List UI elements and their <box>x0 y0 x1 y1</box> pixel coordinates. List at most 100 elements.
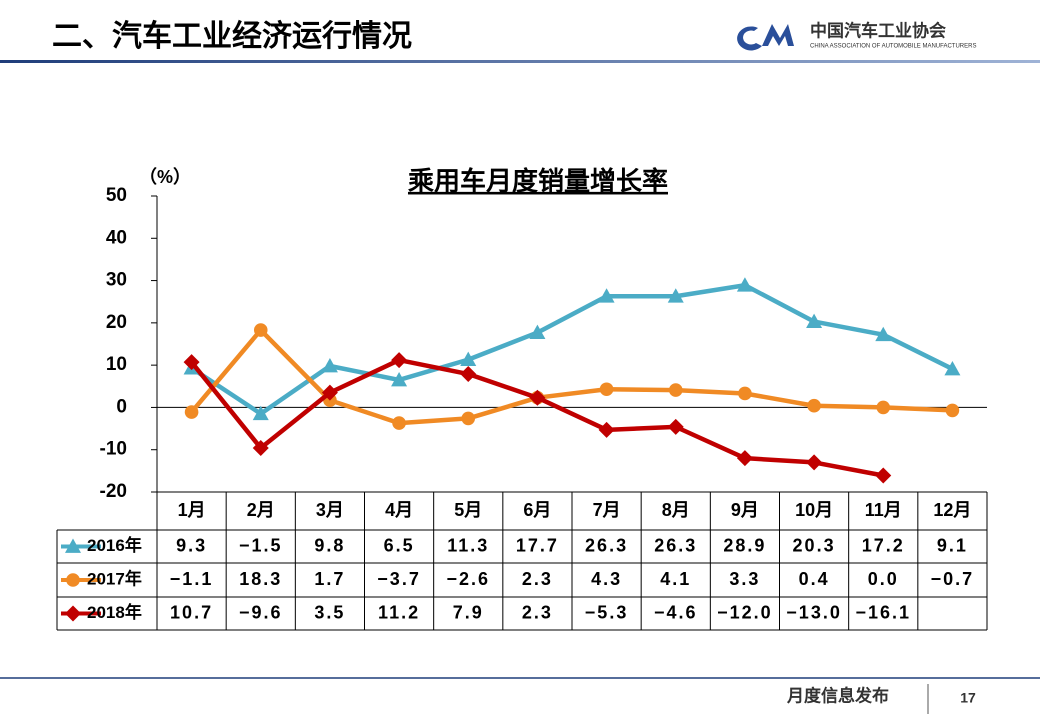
marker <box>945 403 960 418</box>
table-cell: 9.8 <box>314 535 345 555</box>
marker <box>460 366 477 383</box>
legend-marker <box>65 605 81 622</box>
legend-label: 2016年 <box>87 535 142 555</box>
table-cell: −5.3 <box>585 602 629 622</box>
y-tick-label: 10 <box>106 354 127 375</box>
table-cell: −12.0 <box>717 602 773 622</box>
table-cell: 20.3 <box>793 535 836 555</box>
series-line <box>189 357 884 478</box>
table-cell: 9.3 <box>176 535 207 555</box>
table-cell: 0.0 <box>868 569 899 589</box>
marker <box>667 418 684 435</box>
marker <box>321 384 338 401</box>
marker <box>529 389 546 406</box>
marker <box>736 277 753 292</box>
table-cell: 18.3 <box>239 569 282 589</box>
series-line <box>189 327 953 426</box>
marker <box>806 454 823 471</box>
table-cell: 11.2 <box>378 602 420 622</box>
x-tick-label: 8月 <box>662 500 690 520</box>
marker <box>392 416 406 430</box>
marker <box>875 326 892 342</box>
table-cell: −4.6 <box>654 602 698 622</box>
marker <box>391 371 408 387</box>
logo-subtitle: CHINA ASSOCIATION OF AUTOMOBILE MANUFACT… <box>810 44 976 50</box>
x-tick-label: 5月 <box>454 500 482 520</box>
table-cell: 3.3 <box>729 569 760 589</box>
table-cell: 3.5 <box>314 602 345 622</box>
marker <box>461 411 476 426</box>
marker <box>667 288 684 303</box>
table-cell: 2.3 <box>522 602 553 622</box>
marker <box>599 382 614 397</box>
table-cell: 26.3 <box>654 535 697 555</box>
slide-title: 二、汽车工业经济运行情况 <box>52 19 412 53</box>
y-tick-label: 30 <box>106 270 127 291</box>
y-tick-label: -10 <box>100 439 127 460</box>
logo-name: 中国汽车工业协会 <box>810 20 946 40</box>
marker <box>736 450 753 467</box>
table-cell: 4.3 <box>591 569 622 589</box>
table-cell: 2.3 <box>522 569 553 589</box>
table-cell: 6.5 <box>384 535 415 555</box>
table-cell: −13.0 <box>786 602 842 622</box>
y-tick-label: 20 <box>106 312 127 333</box>
y-tick-label: 40 <box>106 227 127 248</box>
marker <box>944 360 961 376</box>
table-cell: −1.1 <box>170 569 214 589</box>
x-tick-label: 9月 <box>731 500 759 520</box>
table-cell: 17.2 <box>862 535 905 555</box>
table-cell: −1.5 <box>239 535 283 555</box>
table-cell: 1.7 <box>314 569 345 589</box>
table-cell: 11.3 <box>447 535 489 555</box>
marker <box>460 351 477 367</box>
marker <box>253 323 268 337</box>
page-number: 17 <box>960 690 976 706</box>
table-cell: 0.4 <box>799 569 830 589</box>
x-tick-label: 12月 <box>933 500 971 520</box>
table-cell: −9.6 <box>239 602 283 622</box>
marker <box>738 386 752 401</box>
x-tick-label: 6月 <box>523 500 551 520</box>
series-line <box>190 282 954 417</box>
marker <box>321 357 338 373</box>
x-tick-label: 3月 <box>316 500 344 520</box>
marker <box>252 440 269 457</box>
marker <box>391 352 408 369</box>
chart-title: 乘用车月度销量增长率 <box>407 166 668 196</box>
marker <box>529 324 546 339</box>
legend-marker <box>66 573 80 587</box>
marker <box>184 405 199 419</box>
x-tick-label: 4月 <box>385 500 413 520</box>
table-cell: 7.9 <box>453 602 484 622</box>
logo-mark <box>737 24 794 51</box>
legend-marker <box>65 538 81 553</box>
marker <box>807 398 821 413</box>
x-tick-label: 11月 <box>865 500 902 520</box>
x-tick-label: 2月 <box>247 500 275 520</box>
y-tick-label: 0 <box>116 396 127 417</box>
table-cell: −2.6 <box>446 569 490 589</box>
table-cell: 10.7 <box>170 602 213 622</box>
marker <box>668 383 683 397</box>
marker <box>598 421 615 438</box>
table-cell: 26.3 <box>585 535 628 555</box>
table-cell: −0.7 <box>931 569 975 589</box>
legend-label: 2018年 <box>87 602 142 622</box>
marker <box>875 467 892 484</box>
table-cell: −3.7 <box>377 569 421 589</box>
table-cell: 17.7 <box>516 535 559 555</box>
legend-label: 2017年 <box>87 568 142 588</box>
marker <box>252 405 269 421</box>
x-tick-label: 7月 <box>593 500 621 520</box>
marker <box>183 354 200 371</box>
y-tick-label: -20 <box>100 481 127 502</box>
y-unit: （%） <box>139 167 191 187</box>
table-cell: 4.1 <box>660 569 691 589</box>
x-tick-label: 1月 <box>178 500 206 520</box>
x-tick-label: 10月 <box>795 500 833 520</box>
table-cell: −16.1 <box>855 602 911 622</box>
table-cell: 28.9 <box>723 535 766 555</box>
table-cell: 9.1 <box>937 535 968 555</box>
